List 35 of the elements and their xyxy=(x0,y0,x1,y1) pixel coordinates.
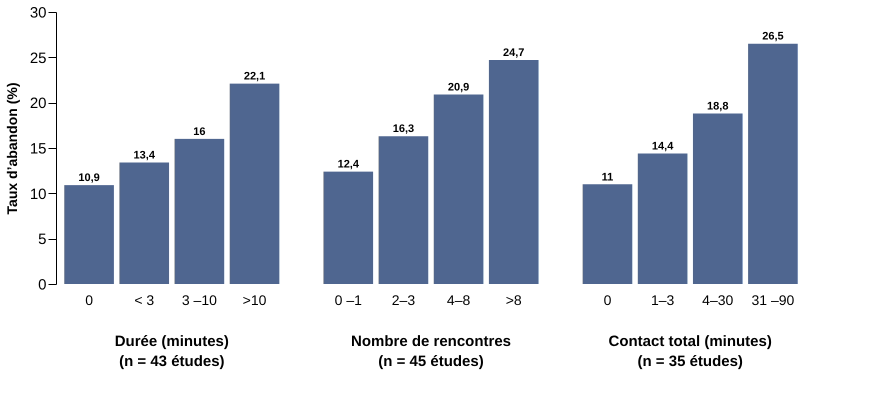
data-label: 12,4 xyxy=(338,158,360,171)
data-label: 10,9 xyxy=(78,172,100,184)
data-label: 26,5 xyxy=(762,30,784,43)
x-tick-label: 3 –10 xyxy=(182,292,218,308)
x-tick-label: 31 –90 xyxy=(752,292,795,308)
x-tick-label: 0 xyxy=(604,292,612,308)
y-tick-label: 15 xyxy=(30,140,46,158)
x-tick-label: >8 xyxy=(506,292,522,308)
data-label: 18,8 xyxy=(707,100,728,113)
y-tick-label: 5 xyxy=(38,231,46,248)
y-axis-title: Taux d’abandon (%) xyxy=(4,82,20,214)
x-tick-label: 4–8 xyxy=(446,292,470,308)
text: Nombre de rencontres (n = 45 études) xyxy=(350,333,512,370)
data-label: 16,3 xyxy=(392,123,414,136)
y-tick-label: 25 xyxy=(30,50,46,67)
x-tick-label: < 3 xyxy=(134,292,154,308)
data-label: 13,4 xyxy=(134,150,156,162)
x-tick-label: 4–30 xyxy=(702,292,734,308)
data-label: 11 xyxy=(602,171,614,184)
x-tick-label: 2–3 xyxy=(392,292,416,308)
x-tick-label: 1–3 xyxy=(650,292,675,308)
text: Contact total (minutes) (n = 35 études) xyxy=(608,333,772,370)
text: Durée (minutes) (n = 43 études) xyxy=(114,333,229,370)
data-label: 22,1 xyxy=(244,70,266,83)
y-tick-label: 30 xyxy=(30,4,46,22)
data-label: 14,4 xyxy=(652,140,674,152)
y-tick-label: 0 xyxy=(38,276,46,294)
x-tick-label: 0 –1 xyxy=(334,292,362,308)
x-tick-label: 0 xyxy=(85,292,94,308)
data-label: 24,7 xyxy=(503,47,524,60)
y-tick-label: 10 xyxy=(30,186,46,203)
x-tick-label: >10 xyxy=(242,292,267,308)
data-label: 16 xyxy=(193,126,206,138)
data-label: 20,9 xyxy=(448,82,470,94)
y-tick-label: 20 xyxy=(30,95,46,112)
